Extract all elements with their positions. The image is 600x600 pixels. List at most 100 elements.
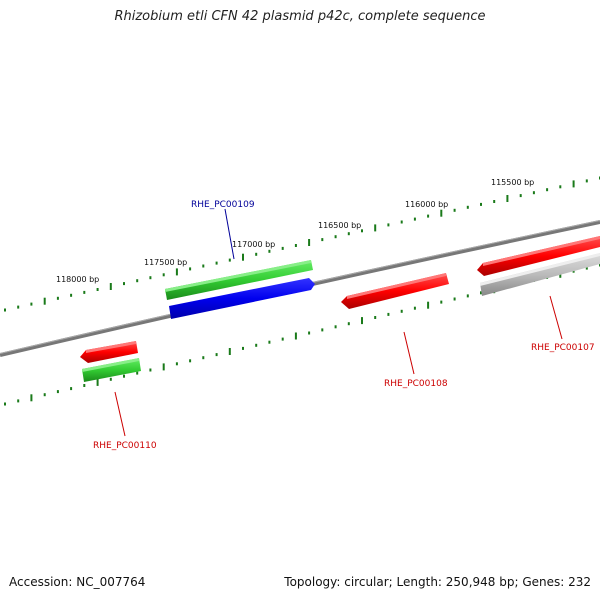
tick-label-116000: 116000 bp — [405, 200, 448, 209]
minor-tick — [427, 214, 430, 218]
accession-label: Accession: NC_007764 — [9, 575, 146, 589]
major-tick — [308, 239, 311, 246]
major-tick — [361, 317, 363, 325]
major-tick — [175, 268, 178, 276]
tick-label-117000: 117000 bp — [232, 240, 275, 249]
minor-tick — [215, 261, 218, 265]
gene-label-rhe-pc00110[interactable]: RHE_PC00110 — [93, 441, 157, 451]
minor-tick — [559, 185, 562, 189]
major-tick — [30, 394, 33, 402]
minor-tick — [136, 279, 139, 283]
gene-label-rhe-pc00109[interactable]: RHE_PC00109 — [191, 200, 255, 210]
major-tick — [162, 363, 165, 371]
gene-rhe-pc00107-red[interactable] — [477, 236, 600, 276]
minor-tick — [268, 340, 271, 344]
minor-tick — [30, 302, 33, 306]
tick-label-118000: 118000 bp — [56, 275, 99, 284]
minor-tick — [83, 290, 86, 294]
minor-tick — [4, 308, 6, 312]
minor-tick — [56, 296, 59, 300]
major-tick — [242, 253, 244, 261]
major-tick — [572, 180, 575, 188]
minor-tick — [70, 293, 73, 297]
minor-tick — [321, 238, 324, 242]
minor-tick — [453, 297, 456, 301]
major-tick — [294, 332, 297, 340]
minor-tick — [294, 244, 297, 247]
minor-tick — [215, 353, 218, 357]
minor-tick — [83, 384, 86, 387]
minor-tick — [17, 305, 20, 309]
minor-tick — [347, 322, 350, 326]
major-tick — [96, 378, 99, 386]
leader-line-rhe-pc00108 — [403, 331, 415, 375]
tick-label-116500: 116500 bp — [318, 221, 361, 230]
minor-tick — [387, 312, 390, 316]
minor-tick — [162, 273, 165, 277]
gene-rhe-pc00110-red[interactable] — [80, 341, 138, 363]
minor-tick — [43, 393, 46, 397]
minor-tick — [308, 331, 311, 335]
minor-tick — [189, 267, 192, 271]
tick-label-117500: 117500 bp — [144, 258, 187, 267]
minor-tick — [255, 252, 258, 256]
major-tick — [228, 348, 231, 355]
gene-rhe-pc00109-blue[interactable] — [169, 278, 315, 319]
gene-label-rhe-pc00107[interactable]: RHE_PC00107 — [531, 343, 595, 353]
minor-tick — [281, 337, 284, 341]
minor-tick — [400, 309, 403, 313]
major-tick — [43, 297, 46, 305]
minor-tick — [189, 359, 192, 363]
minor-tick — [413, 217, 416, 221]
gene-rhe-pc00109-green[interactable] — [165, 260, 313, 300]
minor-tick — [361, 229, 363, 233]
minor-tick — [228, 258, 231, 262]
minor-tick — [149, 368, 152, 372]
minor-tick — [480, 202, 482, 206]
minor-tick — [268, 249, 271, 253]
minor-tick — [466, 205, 469, 209]
minor-tick — [572, 269, 575, 273]
major-tick — [427, 301, 430, 309]
gene-rhe-pc00107-grey[interactable] — [480, 253, 600, 296]
minor-tick — [532, 191, 535, 195]
minor-tick — [453, 208, 456, 212]
upper-tick-track — [4, 176, 600, 312]
major-tick — [109, 283, 112, 290]
minor-tick — [400, 220, 403, 224]
minor-tick — [519, 194, 522, 198]
minor-tick — [123, 282, 125, 286]
minor-tick — [136, 371, 139, 375]
minor-tick — [242, 346, 244, 350]
minor-tick — [466, 294, 469, 298]
major-tick — [440, 209, 443, 217]
leader-line-rhe-pc00110 — [114, 391, 126, 437]
minor-tick — [347, 232, 350, 236]
tick-label-115500: 115500 bp — [491, 178, 534, 187]
minor-tick — [334, 235, 337, 239]
minor-tick — [440, 300, 443, 304]
minor-tick — [17, 399, 20, 403]
minor-tick — [480, 291, 482, 295]
minor-tick — [585, 179, 588, 183]
minor-tick — [281, 246, 284, 250]
minor-tick — [546, 188, 549, 192]
minor-tick — [202, 264, 205, 268]
minor-tick — [96, 288, 99, 291]
minor-tick — [202, 356, 205, 360]
gene-rhe-pc00108-red[interactable] — [341, 273, 449, 309]
gene-label-rhe-pc00108[interactable]: RHE_PC00108 — [384, 379, 448, 389]
major-tick — [506, 195, 509, 202]
minor-tick — [149, 276, 152, 280]
minor-tick — [493, 200, 496, 203]
minor-tick — [4, 402, 6, 406]
leader-line-rhe-pc00107 — [549, 295, 563, 340]
minor-tick — [56, 390, 59, 394]
minor-tick — [413, 306, 416, 310]
gene-rhe-pc00110-green[interactable] — [82, 358, 141, 382]
minor-tick — [175, 362, 178, 366]
minor-tick — [123, 374, 125, 378]
major-tick — [374, 224, 377, 232]
leader-line-rhe-pc00109 — [224, 208, 235, 260]
